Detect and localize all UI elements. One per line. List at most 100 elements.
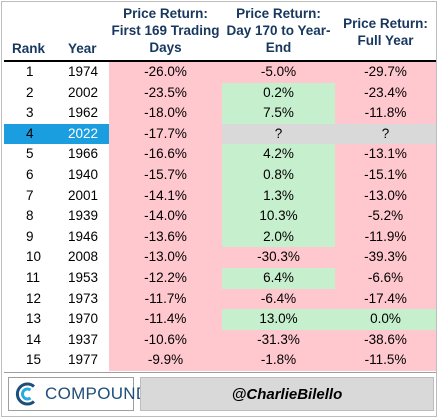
first-169-days-cell: -13.6% [109, 226, 222, 248]
twitter-handle: @CharlieBilello [140, 377, 434, 411]
full-year-cell: -23.4% [335, 82, 436, 104]
table-row: 9 1946 -13.6% 2.0% -11.9% [4, 226, 436, 248]
first-169-days-cell: -11.4% [109, 309, 222, 330]
day-170-to-year-end-cell: 1.3% [222, 185, 335, 207]
table-header: Rank Year Price Return: First 169 Tradin… [4, 4, 436, 60]
year-cell: 1973 [68, 290, 99, 306]
year-cell: 2008 [68, 249, 99, 265]
first-169-days-cell: -18.0% [109, 103, 222, 124]
rank-cell: 13 [26, 311, 42, 327]
day-170-to-year-end-cell: -5.0% [222, 62, 335, 83]
table-row: 8 1939 -14.0% 10.3% -5.2% [4, 206, 436, 227]
table-row: 7 2001 -14.1% 1.3% -13.0% [4, 185, 436, 207]
year-cell: 2022 [54, 123, 109, 145]
rank-cell: 2 [26, 84, 34, 100]
table-row: 15 1977 -9.9% -1.8% -11.5% [4, 350, 436, 371]
full-year-cell: -39.3% [335, 247, 436, 268]
full-year-cell: ? [335, 123, 436, 145]
header-first-169-days: Price Return: First 169 Trading Days [111, 6, 220, 55]
year-cell: 1970 [68, 311, 99, 327]
table-row: 11 1953 -12.2% 6.4% -6.6% [4, 267, 436, 289]
rank-cell: 8 [26, 208, 34, 224]
rank-cell: 15 [26, 352, 42, 368]
first-169-days-cell: -15.7% [109, 164, 222, 186]
table-row: 4 2022 -17.7%?? [4, 123, 436, 145]
day-170-to-year-end-cell: 6.4% [222, 267, 335, 289]
day-170-to-year-end-cell: 2.0% [222, 226, 335, 248]
header-divider [4, 60, 436, 62]
full-year-cell: 0.0% [335, 309, 436, 330]
full-year-cell: -5.2% [335, 206, 436, 227]
year-cell: 2001 [68, 187, 99, 203]
day-170-to-year-end-cell: 0.2% [222, 82, 335, 104]
full-year-cell: -13.1% [335, 144, 436, 165]
logo-text: COMPOUND [45, 384, 149, 403]
table-row: 2 2002 -23.5% 0.2% -23.4% [4, 82, 436, 104]
day-170-to-year-end-cell: -31.3% [222, 329, 335, 351]
first-169-days-cell: -23.5% [109, 82, 222, 104]
year-cell: 1953 [68, 269, 99, 285]
compound-logo: COMPOUND [8, 377, 148, 411]
full-year-cell: -15.1% [335, 164, 436, 186]
day-170-to-year-end-cell: ? [222, 123, 335, 145]
full-year-cell: -6.6% [335, 267, 436, 289]
year-cell: 1940 [68, 166, 99, 182]
table-row: 3 1962 -18.0% 7.5% -11.8% [4, 103, 436, 124]
first-169-days-cell: -14.0% [109, 206, 222, 227]
full-year-cell: -29.7% [335, 62, 436, 83]
first-169-days-cell: -14.1% [109, 185, 222, 207]
year-cell: 1966 [68, 146, 99, 162]
first-169-days-cell: -12.2% [109, 267, 222, 289]
year-cell: 1937 [68, 331, 99, 347]
year-cell: 1946 [68, 228, 99, 244]
rank-cell: 7 [26, 187, 34, 203]
table-row: 13 1970 -11.4% 13.0% 0.0% [4, 309, 436, 330]
day-170-to-year-end-cell: -30.3% [222, 247, 335, 268]
table-row: 6 1940 -15.7% 0.8% -15.1% [4, 164, 436, 186]
day-170-to-year-end-cell: -1.8% [222, 350, 335, 371]
year-cell: 2002 [68, 84, 99, 100]
rank-cell: 11 [26, 269, 41, 285]
full-year-cell: -11.8% [335, 103, 436, 124]
table-body: 1 1974 -26.0% -5.0% -29.7% 2 2002 -23.5% 0.2% -23… [4, 62, 436, 371]
day-170-to-year-end-cell: 4.2% [222, 144, 335, 165]
header-full-year: Price Return: Full Year [343, 16, 428, 48]
footer-divider [4, 372, 436, 373]
table-row: 12 1973 -11.7% -6.4% -17.4% [4, 288, 436, 310]
full-year-cell: -38.6% [335, 329, 436, 351]
header-rank: Rank [12, 41, 46, 56]
first-169-days-cell: -13.0% [109, 247, 222, 268]
rank-cell: 12 [26, 290, 42, 306]
rank-cell: 3 [26, 105, 34, 121]
first-169-days-cell: -9.9% [109, 350, 222, 371]
rank-cell: 9 [26, 228, 34, 244]
table-row: 10 2008 -13.0% -30.3% -39.3% [4, 247, 436, 268]
first-169-days-cell: -16.6% [109, 144, 222, 165]
table-row: 5 1966 -16.6% 4.2% -13.1% [4, 144, 436, 165]
day-170-to-year-end-cell: 7.5% [222, 103, 335, 124]
rank-cell: 14 [26, 331, 42, 347]
year-cell: 1939 [68, 208, 99, 224]
header-day-170-to-year-end: Price Return: Day 170 to Year-End [226, 6, 331, 55]
rank-cell: 1 [26, 64, 34, 79]
year-cell: 1962 [68, 105, 99, 121]
full-year-cell: -17.4% [335, 288, 436, 310]
rank-cell: 5 [26, 146, 34, 162]
table-row: 14 1937 -10.6% -31.3% -38.6% [4, 329, 436, 351]
day-170-to-year-end-cell: -6.4% [222, 288, 335, 310]
full-year-cell: -11.5% [335, 350, 436, 371]
year-cell: 1977 [68, 352, 99, 368]
full-year-cell: -13.0% [335, 185, 436, 207]
full-year-cell: -11.9% [335, 226, 436, 248]
first-169-days-cell: -11.7% [109, 288, 222, 310]
rank-cell: 4 [4, 123, 54, 145]
day-170-to-year-end-cell: 13.0% [222, 309, 335, 330]
first-169-days-cell: -10.6% [109, 329, 222, 351]
day-170-to-year-end-cell: 10.3% [222, 206, 335, 227]
table-row: 1 1974 -26.0% -5.0% -29.7% [4, 62, 436, 83]
header-year: Year [68, 41, 97, 56]
year-cell: 1974 [68, 64, 99, 79]
compound-c-icon [14, 381, 40, 407]
rank-cell: 6 [26, 166, 34, 182]
